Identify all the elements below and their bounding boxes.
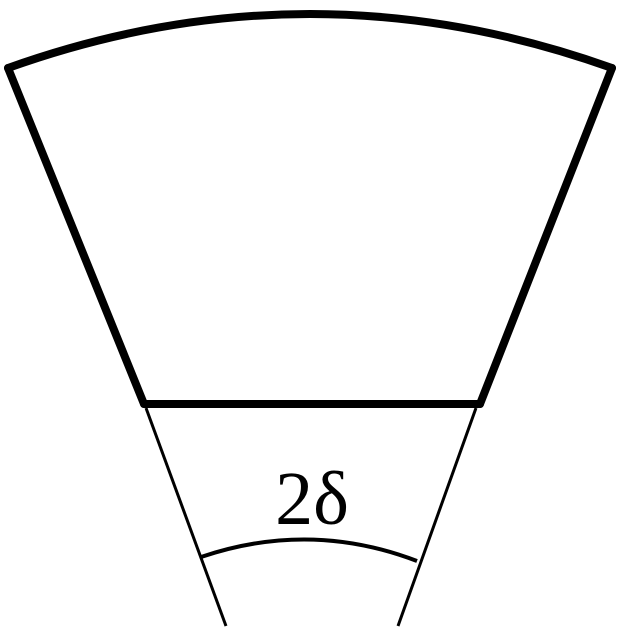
angle-label: 2δ — [275, 457, 349, 541]
angle-arc — [200, 537, 418, 563]
sector-right-edge — [476, 64, 616, 408]
extension-line-right — [396, 407, 478, 627]
extension-line-left — [144, 407, 228, 627]
sector-outer-arc — [4, 10, 616, 72]
sector-left-edge — [4, 64, 148, 408]
